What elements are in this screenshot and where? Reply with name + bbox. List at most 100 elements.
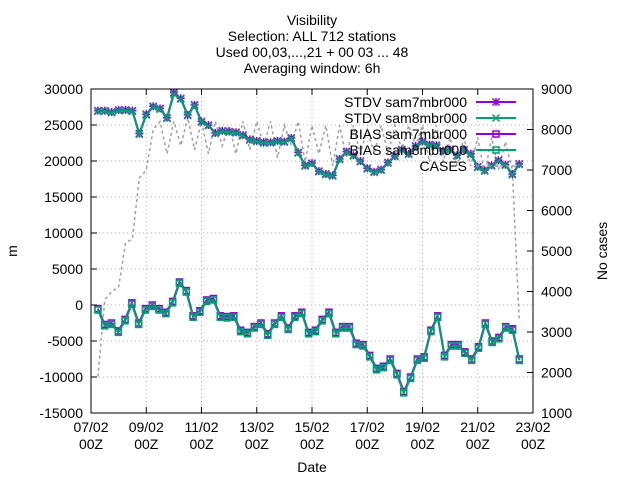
- data-point: [318, 317, 326, 325]
- data-point: [259, 138, 268, 148]
- data-point: [189, 313, 197, 321]
- data-point: [238, 131, 247, 140]
- data-point: [413, 356, 422, 365]
- data-point: [243, 330, 252, 338]
- data-point: [480, 167, 489, 176]
- plot-series: [93, 88, 524, 397]
- data-point: [134, 320, 143, 329]
- data-point: [379, 363, 388, 372]
- x-tick-label-hour: 00Z: [134, 436, 159, 452]
- data-point: [383, 159, 392, 168]
- legend-label: STDV sam8mbr000: [344, 110, 467, 126]
- data-point: [204, 121, 213, 130]
- data-point: [495, 335, 503, 343]
- data-point: [236, 327, 245, 336]
- data-point: [94, 306, 102, 314]
- y2-tick-label: 1000: [541, 405, 572, 421]
- data-point: [515, 356, 524, 365]
- y-tick-label: 15000: [44, 189, 83, 205]
- y-tick-label: -10000: [39, 369, 83, 385]
- data-point: [148, 302, 157, 311]
- x-tick-label-hour: 00Z: [521, 436, 546, 452]
- data-point: [349, 151, 358, 160]
- data-point: [169, 90, 178, 99]
- data-point: [155, 306, 163, 314]
- data-point: [328, 172, 337, 181]
- y2-tick-label: 6000: [541, 203, 572, 219]
- data-point: [366, 353, 374, 361]
- data-point: [397, 146, 406, 155]
- data-point: [218, 127, 227, 136]
- data-point: [190, 101, 199, 110]
- data-point: [311, 327, 320, 336]
- x-axis-label: Date: [297, 459, 327, 475]
- data-point: [363, 164, 372, 173]
- legend-label: BIAS sam8mbr000: [350, 142, 468, 158]
- data-point: [335, 155, 344, 164]
- data-point: [230, 313, 238, 321]
- data-point: [176, 95, 185, 104]
- data-point: [321, 170, 330, 179]
- data-point: [304, 330, 313, 338]
- data-point: [453, 151, 462, 160]
- data-point: [287, 134, 296, 143]
- data-point: [501, 161, 510, 170]
- data-point: [487, 162, 496, 171]
- data-point: [454, 342, 462, 350]
- data-point: [142, 110, 151, 119]
- y2-tick-label: 5000: [541, 243, 572, 259]
- title-line: Used 00,03,...,21 + 00 03 ... 48: [216, 44, 409, 60]
- data-point: [277, 313, 286, 321]
- data-point: [141, 306, 150, 314]
- y2-axis-label: No cases: [594, 222, 610, 280]
- data-point: [135, 130, 144, 139]
- data-point: [377, 166, 386, 175]
- legend-marker: [491, 97, 501, 107]
- data-point: [390, 152, 399, 161]
- data-point: [307, 159, 317, 168]
- legend-label: STDV sam7mbr000: [344, 94, 467, 110]
- data-point: [169, 88, 178, 97]
- data-point: [345, 324, 354, 332]
- data-point: [432, 141, 441, 150]
- y2-tick-label: 8000: [541, 122, 572, 138]
- data-point: [245, 136, 254, 145]
- data-point: [250, 324, 258, 332]
- x-tick-label-hour: 00Z: [300, 436, 325, 452]
- data-point: [446, 146, 455, 155]
- y2-tick-label: 9000: [541, 81, 572, 97]
- data-point: [342, 148, 351, 157]
- legend-marker: [492, 146, 500, 154]
- x-tick-label-hour: 00Z: [189, 436, 214, 452]
- series-line: [96, 281, 521, 396]
- x-tick-label-date: 11/02: [185, 419, 219, 435]
- legend-marker: [492, 130, 500, 138]
- data-point: [338, 324, 347, 332]
- y2-tick-label: 7000: [541, 162, 572, 178]
- data-point: [404, 150, 413, 159]
- x-tick-label-date: 23/02: [515, 419, 550, 435]
- data-point: [433, 313, 442, 321]
- x-tick-label-date: 19/02: [405, 419, 440, 435]
- data-point: [197, 118, 206, 127]
- data-point: [183, 111, 192, 120]
- data-point: [473, 163, 482, 172]
- data-point: [298, 309, 306, 318]
- data-point: [156, 105, 165, 114]
- data-point: [501, 324, 510, 332]
- data-point: [418, 138, 427, 147]
- x-tick-label-date: 09/02: [129, 419, 164, 435]
- y-tick-label: -15000: [39, 405, 83, 421]
- legend-label: BIAS sam7mbr000: [350, 126, 468, 142]
- data-point: [175, 279, 184, 288]
- data-point: [314, 167, 323, 176]
- y-tick-label: -5000: [47, 333, 83, 349]
- data-point: [359, 342, 367, 350]
- title-line: Visibility: [287, 12, 337, 28]
- data-point: [508, 326, 517, 334]
- title-line: Selection: ALL 712 stations: [228, 28, 396, 44]
- x-tick-label-hour: 00Z: [245, 436, 270, 452]
